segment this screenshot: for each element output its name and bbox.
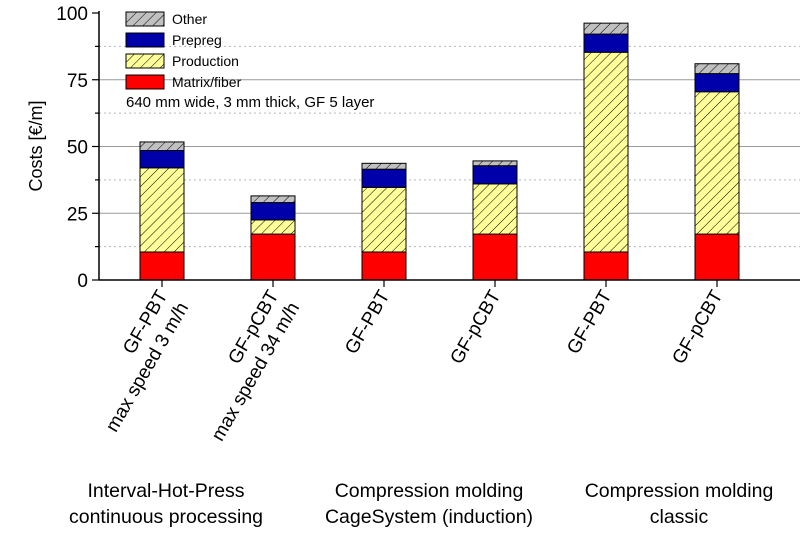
group-label-line1: Compression molding xyxy=(585,480,774,502)
y-axis-title: Costs [€/m] xyxy=(26,100,46,191)
bar-segment-production xyxy=(250,219,296,235)
group-label-line2: classic xyxy=(650,506,709,528)
y-tick-label: 0 xyxy=(77,271,88,292)
group-label-line2: continuous processing xyxy=(69,506,263,528)
bar-segment-other xyxy=(583,22,629,35)
y-tick-label: 25 xyxy=(67,204,88,225)
bar-segment-prepreg xyxy=(361,168,407,188)
bar-segment-prepreg xyxy=(139,150,185,169)
chart-note: 640 mm wide, 3 mm thick, GF 5 layer xyxy=(126,94,374,111)
bar-segment-other xyxy=(250,195,296,204)
bar-segment-production xyxy=(694,91,740,235)
legend: Other Prepreg Production Matrix/fiber xyxy=(125,11,242,90)
bar-segment-production xyxy=(361,186,407,253)
gridlines xyxy=(99,45,800,248)
bar-segment-matrix-fiber xyxy=(583,251,629,281)
bar-segment-production xyxy=(139,167,185,253)
category-label: GF-PBT xyxy=(341,287,394,358)
category-name: GF-pCBT xyxy=(447,287,506,368)
bar-segment-other xyxy=(361,162,407,170)
category-name: GF-pCBT xyxy=(669,287,728,368)
y-tick-label: 100 xyxy=(56,4,88,25)
group-label-line1: Interval-Hot-Press xyxy=(87,480,244,502)
bar-segment-prepreg xyxy=(583,33,629,53)
legend-swatch-production xyxy=(125,53,165,69)
bar-segment-other xyxy=(694,63,740,75)
legend-label: Prepreg xyxy=(172,32,222,48)
category-name: GF-PBT xyxy=(563,287,616,358)
group-label-line2: CageSystem (induction) xyxy=(325,506,533,528)
category-label: GF-pCBT xyxy=(669,287,728,368)
legend-swatch-other xyxy=(125,11,165,27)
bar-segment-matrix-fiber xyxy=(361,251,407,281)
bars xyxy=(139,22,740,281)
bar-segment-production xyxy=(583,51,629,253)
bar-segment-prepreg xyxy=(250,202,296,221)
y-tick-label: 75 xyxy=(67,71,88,92)
axes xyxy=(92,11,800,287)
bar-segment-other xyxy=(472,160,518,167)
y-tick-label: 50 xyxy=(67,138,88,159)
legend-swatch-prepreg xyxy=(125,32,165,48)
bar-segment-production xyxy=(472,183,518,235)
bar-segment-matrix-fiber xyxy=(694,233,740,281)
legend-swatch-matrix-fiber xyxy=(125,74,165,90)
group-label-line1: Compression molding xyxy=(335,480,524,502)
bar-segment-prepreg xyxy=(472,165,518,185)
bar-segment-matrix-fiber xyxy=(472,233,518,281)
bar-segment-other xyxy=(139,141,185,152)
bar-segment-matrix-fiber xyxy=(139,251,185,281)
bar-segment-matrix-fiber xyxy=(250,233,296,281)
category-name: GF-PBT xyxy=(341,287,394,358)
category-label: GF-PBT xyxy=(563,287,616,358)
category-label: GF-pCBTmax speed 34 m/h xyxy=(187,287,304,445)
category-label: GF-PBTmax speed 3 m/h xyxy=(81,287,193,436)
bar-segment-prepreg xyxy=(694,73,740,93)
legend-label: Matrix/fiber xyxy=(172,74,242,90)
category-label: GF-pCBT xyxy=(447,287,506,368)
legend-label: Production xyxy=(172,53,239,69)
legend-label: Other xyxy=(172,11,207,27)
